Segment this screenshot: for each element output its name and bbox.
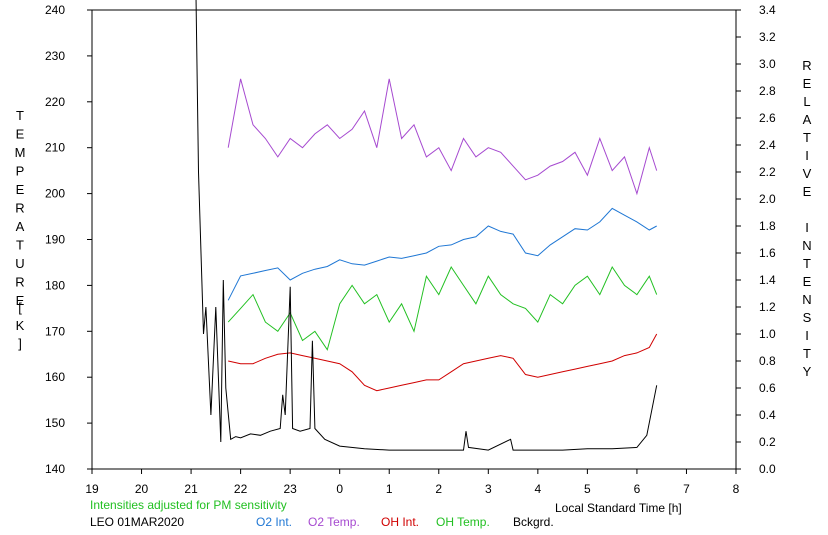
x-axis-label: Local Standard Time [h] [555, 501, 682, 515]
series-line-oh-temp [227, 265, 658, 351]
y-right-tick-label: 0.2 [759, 435, 776, 449]
x-tick-label: 19 [85, 482, 99, 496]
axis-title-letter: K [16, 318, 25, 333]
x-tick-label: 7 [683, 482, 690, 496]
axis-title-letter: U [15, 256, 24, 271]
y-right-tick-label: 1.6 [759, 246, 776, 260]
legend-item-oh-temp: OH Temp. [436, 515, 490, 529]
axis-title-letter: Y [803, 364, 812, 379]
y-right-tick-label: 0.6 [759, 381, 776, 395]
y-right-tick-label: 3.4 [759, 3, 776, 17]
y-left-tick-label: 140 [45, 462, 65, 476]
y-right-tick-label: 2.0 [759, 192, 776, 206]
legend-item-o2-temp: O2 Temp. [308, 515, 360, 529]
axis-title-letter: E [16, 182, 25, 197]
y-right-tick-label: 0.8 [759, 354, 776, 368]
axis-title-letter: T [16, 108, 24, 123]
axis-title-letter: E [803, 184, 812, 199]
series-layer [195, 0, 658, 451]
axis-title-letter: E [16, 293, 25, 308]
axis-title-letter: N [802, 238, 811, 253]
axis-title-letter: I [805, 148, 809, 163]
x-tick-label: 4 [535, 482, 542, 496]
axis-title-letter: P [16, 164, 25, 179]
y-left-tick-label: 200 [45, 187, 65, 201]
axis-title-letter: R [802, 58, 811, 73]
y-right-tick-label: 1.2 [759, 300, 776, 314]
axis-title-letter: T [803, 346, 811, 361]
y-left-tick-label: 170 [45, 324, 65, 338]
x-tick-label: 5 [584, 482, 591, 496]
y-left-tick-label: 240 [45, 3, 65, 17]
axis-title-letter: A [803, 112, 812, 127]
axis-title-letter: T [803, 256, 811, 271]
series-line-bckgrd [195, 0, 658, 451]
axis-title-letter: ] [18, 336, 22, 351]
bottom-axis: 19 20 21 22 23 0 1 2 3 4 5 6 7 8 [85, 469, 740, 496]
y-right-tick-label: 2.2 [759, 165, 776, 179]
y-left-tick-label: 150 [45, 416, 65, 430]
series-line-oh-int [228, 333, 658, 392]
legend-item-o2-int: O2 Int. [256, 515, 292, 529]
y-right-tick-label: 0.0 [759, 462, 776, 476]
legend-item-bckgrd: Bckgrd. [513, 515, 554, 529]
y-left-tick-label: 230 [45, 49, 65, 63]
y-right-tick-label: 3.0 [759, 57, 776, 71]
y-right-tick-label: 1.8 [759, 219, 776, 233]
axis-title-letter: M [15, 145, 26, 160]
axis-title-letter: E [803, 274, 812, 289]
y-left-tick-label: 220 [45, 95, 65, 109]
axis-title-letter: T [16, 238, 24, 253]
y-right-tick-label: 1.4 [759, 273, 776, 287]
axis-title-letter: L [803, 94, 810, 109]
y-right-tick-label: 2.6 [759, 111, 776, 125]
axis-title-letter: R [15, 201, 24, 216]
y-right-tick-label: 1.0 [759, 327, 776, 341]
series-line-o2-int [227, 207, 657, 301]
y-left-tick-label: 190 [45, 233, 65, 247]
note-text: Intensities adjusted for PM sensitivity [90, 498, 287, 512]
axis-title-letter: S [803, 310, 812, 325]
legend-item-oh-int: OH Int. [381, 515, 419, 529]
x-tick-label: 20 [135, 482, 149, 496]
axis-title-letter: I [805, 220, 809, 235]
x-tick-label: 2 [435, 482, 442, 496]
y-left-tick-label: 160 [45, 370, 65, 384]
axis-title-letter: R [15, 275, 24, 290]
station-date: LEO 01MAR2020 [90, 515, 184, 529]
x-tick-label: 21 [184, 482, 198, 496]
axis-title-letter: I [805, 328, 809, 343]
axis-title-letter: V [803, 166, 812, 181]
left-axis: 140 150 160 170 180 190 200 210 220 230 240 [45, 3, 92, 476]
y-right-tick-label: 3.2 [759, 30, 776, 44]
x-tick-label: 0 [336, 482, 343, 496]
plot-border [91, 9, 737, 470]
axis-title-letter: E [803, 76, 812, 91]
y-right-tick-label: 2.4 [759, 138, 776, 152]
axis-title-letter: N [802, 292, 811, 307]
series-line-o2-temp [227, 78, 658, 196]
axis-title-letter: E [16, 127, 25, 142]
axis-title-letter: T [803, 130, 811, 145]
y-left-tick-label: 180 [45, 278, 65, 292]
y-left-tick-label: 210 [45, 141, 65, 155]
legend: O2 Int. O2 Temp. OH Int. OH Temp. Bckgrd. [256, 515, 554, 529]
x-tick-label: 8 [733, 482, 740, 496]
x-tick-label: 1 [386, 482, 393, 496]
x-tick-label: 22 [234, 482, 248, 496]
x-tick-label: 23 [283, 482, 297, 496]
axis-title-letter: [ [18, 300, 22, 315]
x-tick-label: 6 [634, 482, 641, 496]
right-axis: 0.0 0.2 0.4 0.6 0.8 1.0 1.2 1.4 1.6 1.8 2.0 2.2 2.4 2… [736, 3, 776, 476]
x-tick-label: 3 [485, 482, 492, 496]
axis-title-letter: A [16, 219, 25, 234]
y-right-tick-label: 0.4 [759, 408, 776, 422]
plot-frame [91, 9, 737, 470]
y-right-tick-label: 2.8 [759, 84, 776, 98]
